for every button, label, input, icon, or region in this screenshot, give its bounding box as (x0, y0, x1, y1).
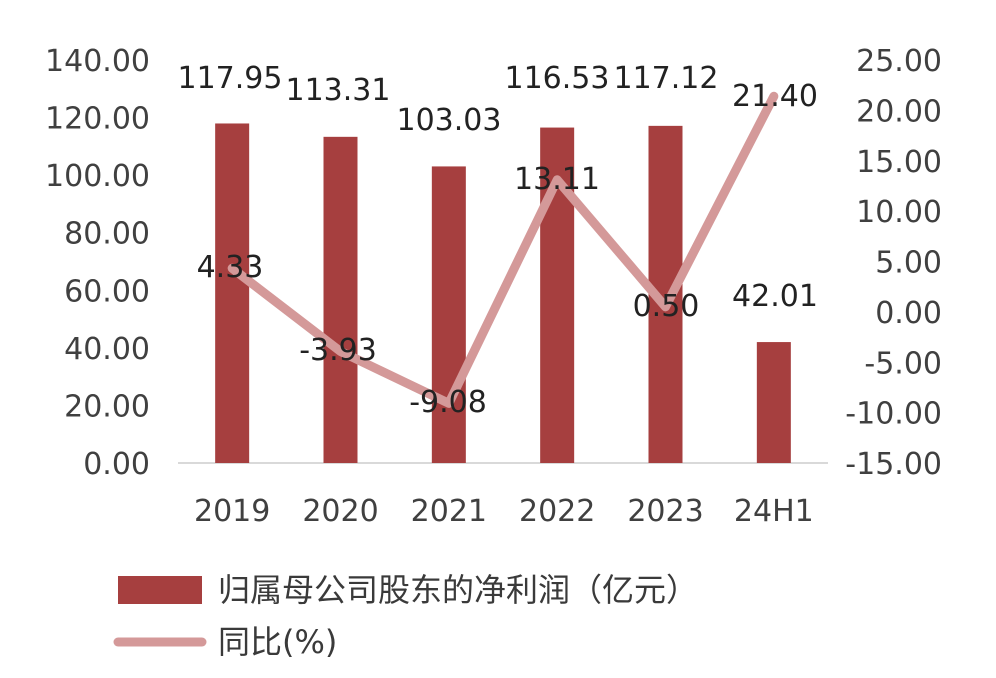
x-axis-tick-label: 2023 (627, 494, 703, 529)
x-axis-tick-label: 2019 (194, 494, 270, 529)
left-axis-tick-label: 100.00 (45, 159, 150, 194)
line-data-label: 4.33 (197, 250, 264, 285)
left-axis-tick-label: 140.00 (45, 44, 150, 79)
right-axis-tick-label: 5.00 (875, 246, 942, 281)
line-data-label: -3.93 (299, 333, 377, 368)
yoy-line (227, 91, 779, 408)
bar-data-label: 116.53 (505, 61, 610, 96)
left-axis-tick-label: 120.00 (45, 102, 150, 137)
bar-data-label: 42.01 (732, 279, 818, 314)
legend: 归属母公司股东的净利润（亿元） 同比(%) (113, 571, 698, 661)
right-axis-tick-label: 15.00 (856, 145, 942, 180)
x-axis-tick-label: 2022 (519, 494, 595, 529)
legend-swatch-net-profit (118, 576, 202, 604)
x-axis-ticks: 2019 2020 2021 2022 2023 24H1 (194, 494, 814, 529)
bar-data-label: 113.31 (286, 73, 391, 108)
left-axis-tick-label: 0.00 (83, 447, 150, 482)
legend-label-yoy: 同比(%) (218, 623, 337, 661)
x-axis-tick-label: 2020 (302, 494, 378, 529)
bar (323, 136, 358, 463)
x-axis-tick-label: 2021 (411, 494, 487, 529)
line-data-labels: 4.33 -3.93 -9.08 13.11 0.50 21.40 (197, 79, 818, 420)
left-axis-tick-label: 60.00 (64, 274, 150, 309)
right-axis-tick-label: 10.00 (856, 195, 942, 230)
line-data-label: 0.50 (633, 289, 700, 324)
legend-label-net-profit: 归属母公司股东的净利润（亿元） (218, 571, 698, 609)
bar (756, 342, 791, 463)
left-axis-tick-label: 80.00 (64, 217, 150, 252)
right-axis-tick-label: 25.00 (856, 44, 942, 79)
line-data-label: -9.08 (409, 385, 487, 420)
bar (431, 166, 466, 464)
line-series (227, 91, 779, 408)
right-axis-tick-label: 0.00 (875, 296, 942, 331)
x-axis-tick-label: 24H1 (734, 494, 814, 529)
left-axis-tick-label: 40.00 (64, 332, 150, 367)
bar-data-label: 117.12 (614, 61, 719, 96)
left-axis-ticks: 0.00 20.00 40.00 60.00 80.00 100.00 120.00 140.… (45, 44, 150, 482)
left-axis-tick-label: 20.00 (64, 389, 150, 424)
right-axis-tick-label: 20.00 (856, 94, 942, 129)
right-axis-ticks: -15.00 -10.00 -5.00 0.00 5.00 10.00 15.00 20.00… (845, 44, 942, 482)
bar-data-label: 103.03 (397, 103, 502, 138)
right-axis-tick-label: -10.00 (845, 397, 942, 432)
bar (215, 123, 250, 463)
right-axis-tick-label: -15.00 (845, 447, 942, 482)
right-axis-tick-label: -5.00 (864, 346, 942, 381)
line-data-label: 21.40 (732, 79, 818, 114)
line-data-label: 13.11 (514, 162, 600, 197)
bar-data-label: 117.95 (178, 61, 283, 96)
